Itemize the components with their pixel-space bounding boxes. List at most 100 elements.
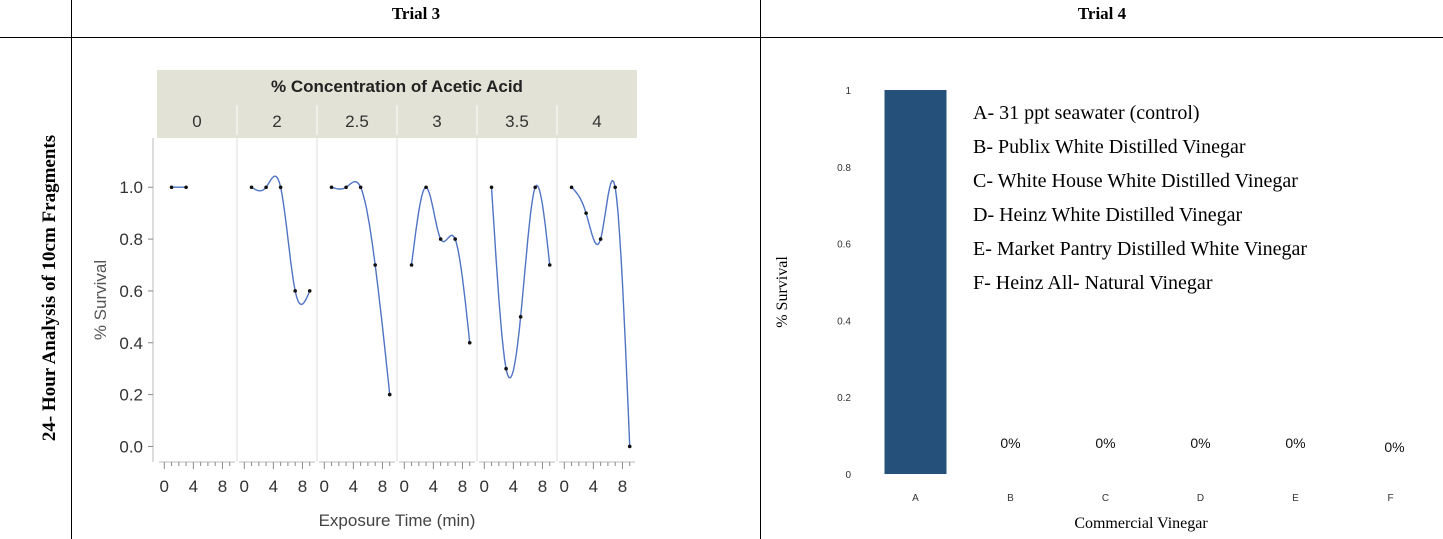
x-tick-label: 8 [538,477,547,496]
y-tick-label: 0.0 [119,437,143,456]
x-tick-label: 8 [618,477,627,496]
data-point [533,185,537,190]
x-tick-label: 4 [189,477,198,496]
y-tick-label: 0.4 [837,316,851,327]
x-tick-label: 8 [378,477,387,496]
x-tick-label: 4 [429,477,438,496]
data-point [504,366,508,371]
x-axis-label: Commercial Vinegar [1074,515,1208,532]
legend-entry: C- White House White Distilled Vinegar [973,170,1298,192]
x-tick-label: 4 [589,477,598,496]
panel-header-5 [557,102,637,138]
panel-header-2 [317,102,397,138]
x-tick-label: C [1102,493,1109,504]
smoother-line [251,175,311,306]
data-label: 0% [1095,435,1115,451]
facet-title: % Concentration of Acetic Acid [271,77,523,96]
data-point [613,185,617,190]
trial4-header: Trial 4 [1077,4,1127,23]
data-point [358,185,363,190]
panel-label: 4 [592,112,601,131]
x-tick-label: 8 [458,477,467,496]
data-point [569,185,574,190]
panel-label: 2.5 [345,112,369,131]
x-tick-label: 4 [269,477,278,496]
data-point [184,185,188,190]
x-tick-label: 8 [298,477,307,496]
y-axis-label: % Survival [774,256,791,328]
data-label: 0% [1384,439,1404,455]
data-point [264,185,268,190]
smoother-line [410,186,471,343]
panel-label: 3.5 [505,112,529,131]
x-tick-label: B [1007,493,1014,504]
panel-label: 3 [432,112,441,131]
legend-entry: F- Heinz All- Natural Vinegar [973,272,1213,294]
x-tick-label: 0 [160,477,169,496]
data-point [453,237,457,241]
y-tick-label: 0.8 [119,230,143,249]
x-tick-label: 0 [400,477,409,496]
data-point [467,340,472,345]
x-tick-label: A [912,493,919,504]
panel-label: 2 [272,112,281,131]
y-axis-label: % Survival [91,260,110,340]
data-label: 0% [1000,435,1020,451]
panel-header-1 [237,102,317,138]
table-header-border [0,37,1443,38]
y-tick-label: 0 [845,470,851,481]
x-tick-label: 0 [240,477,249,496]
legend-entry: A- 31 ppt seawater (control) [973,102,1200,124]
data-point [438,237,443,241]
y-tick-label: 1.0 [119,178,143,197]
y-tick-label: 0.4 [119,334,143,353]
trial4-chart: % Survival 0 0.2 0.4 0.6 0.8 1 A B 0% C 0% D 0% E 0% F 0%… [774,86,1405,532]
facet-title-band [157,70,637,102]
data-point [489,185,494,190]
legend-entry: E- Market Pantry Distilled White Vinegar [973,238,1307,260]
trial3-header: Trial 3 [391,4,441,23]
x-tick-label: 8 [218,477,227,496]
data-point [598,237,603,241]
legend-entry: D- Heinz White Distilled Vinegar [973,204,1242,226]
data-point [278,185,283,190]
y-tick-label: 0.6 [119,282,143,301]
x-tick-label: 4 [509,477,518,496]
data-point [169,185,174,190]
trial3-chart: % Concentration of Acetic Acid % Survival… [91,70,637,530]
panel-label: 0 [192,112,201,131]
x-tick-label: 0 [320,477,329,496]
x-tick-label: 4 [349,477,358,496]
y-tick-label: 0.8 [837,163,851,174]
row-label: 24- Hour Analysis of 10cm Fragments [39,134,60,442]
data-point [584,211,588,215]
data-point [518,315,523,319]
x-tick-label: 0 [560,477,569,496]
table-left-border [71,0,72,539]
smoother-line [571,179,631,447]
bar-A [884,90,947,474]
data-point [387,392,392,397]
data-point [329,185,334,190]
y-tick-label: 0.2 [837,393,851,404]
panel-header-4 [477,102,557,138]
x-axis-label: Exposure Time (min) [319,511,476,530]
data-label: 0% [1190,435,1210,451]
data-point [344,185,348,190]
x-tick-label: E [1292,493,1299,504]
panel-header-3 [397,102,477,138]
data-point [373,263,377,267]
data-point [547,263,552,267]
smoother-line [490,184,551,379]
data-point [293,289,297,293]
data-point [307,289,312,293]
x-tick-label: 0 [480,477,489,496]
y-tick-label: 0.6 [837,240,851,251]
data-point [627,444,632,449]
smoother-line [331,180,391,395]
x-tick-label: F [1387,493,1393,504]
y-tick-label: 0.2 [119,386,143,405]
legend-entry: B- Publix White Distilled Vinegar [973,136,1246,158]
data-point [424,185,428,190]
